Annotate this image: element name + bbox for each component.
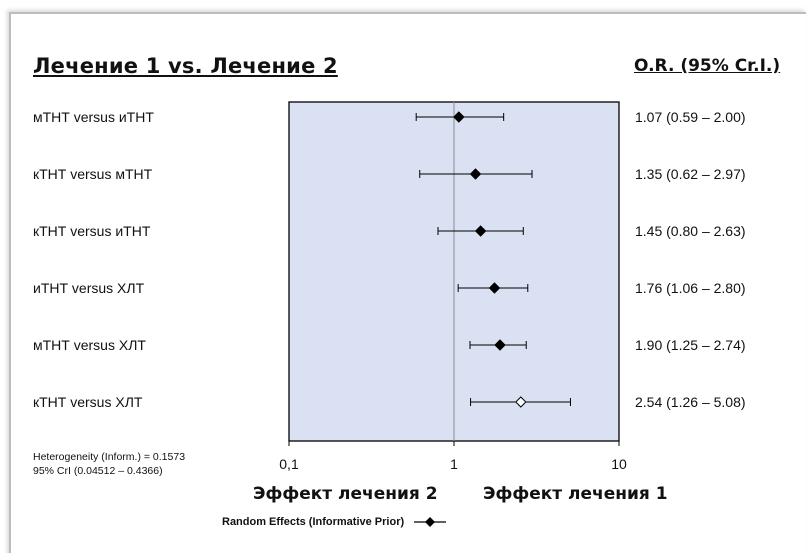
point-estimate-open-diamond [515, 396, 527, 408]
point-estimate-diamond [474, 225, 487, 237]
row-or-value: 1.07 (0.59 – 2.00) [635, 109, 746, 125]
row-or-value: 1.45 (0.80 – 2.63) [635, 223, 746, 239]
legend-marker-icon [414, 517, 447, 527]
point-estimate-diamond [494, 339, 506, 351]
point-estimate-diamond [488, 282, 501, 294]
row-or-value: 1.90 (1.25 – 2.74) [635, 337, 746, 353]
or-column-header: O.R. (95% Cr.I.) [634, 56, 781, 76]
point-estimate-diamond [469, 168, 482, 180]
x-tick-label: 1 [450, 456, 458, 472]
heterogeneity-line-2: 95% CrI (0.04512 – 0.4366) [33, 465, 163, 477]
chart-title: Лечение 1 vs. Лечение 2 [33, 54, 338, 78]
x-tick-label: 10 [611, 456, 627, 472]
legend-label: Random Effects (Informative Prior) [222, 516, 405, 528]
heterogeneity-note: Heterogeneity (Inform.) = 0.1573 95% CrI… [33, 450, 185, 478]
row-label: кТНТ versus иТНТ [33, 223, 151, 239]
point-estimate-diamond [453, 111, 465, 123]
row-or-value: 1.35 (0.62 – 2.97) [635, 166, 746, 182]
effect-left-label: Эффект лечения 2 [253, 484, 438, 504]
row-label: кТНТ versus мТНТ [33, 166, 153, 182]
row-or-value: 2.54 (1.26 – 5.08) [635, 394, 746, 410]
row-label: иТНТ versus ХЛТ [33, 280, 145, 296]
row-label: мТНТ versus ХЛТ [33, 337, 146, 353]
row-or-value: 1.76 (1.06 – 2.80) [635, 280, 746, 296]
x-tick-label: 0,1 [279, 456, 299, 472]
row-label: мТНТ versus иТНТ [33, 109, 154, 125]
row-label: кТНТ versus ХЛТ [33, 394, 143, 410]
effect-right-label: Эффект лечения 1 [483, 484, 668, 504]
heterogeneity-line-1: Heterogeneity (Inform.) = 0.1573 [33, 451, 186, 463]
legend: Random Effects (Informative Prior) [222, 515, 448, 529]
